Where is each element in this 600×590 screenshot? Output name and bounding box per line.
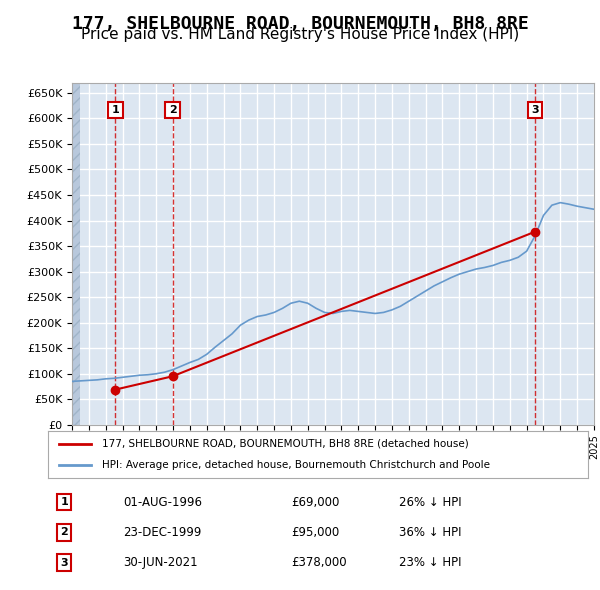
Text: 3: 3 xyxy=(61,558,68,568)
Bar xyxy=(72,83,80,425)
Text: 23% ↓ HPI: 23% ↓ HPI xyxy=(399,556,461,569)
Text: £69,000: £69,000 xyxy=(291,496,340,509)
Text: 2: 2 xyxy=(61,527,68,537)
Text: 01-AUG-1996: 01-AUG-1996 xyxy=(124,496,203,509)
Text: HPI: Average price, detached house, Bournemouth Christchurch and Poole: HPI: Average price, detached house, Bour… xyxy=(102,460,490,470)
Text: 23-DEC-1999: 23-DEC-1999 xyxy=(124,526,202,539)
Text: 30-JUN-2021: 30-JUN-2021 xyxy=(124,556,198,569)
Text: 1: 1 xyxy=(112,105,119,115)
Text: 3: 3 xyxy=(531,105,539,115)
Text: 26% ↓ HPI: 26% ↓ HPI xyxy=(399,496,461,509)
Text: £95,000: £95,000 xyxy=(291,526,339,539)
Text: 1: 1 xyxy=(61,497,68,507)
Text: 36% ↓ HPI: 36% ↓ HPI xyxy=(399,526,461,539)
Text: 177, SHELBOURNE ROAD, BOURNEMOUTH, BH8 8RE (detached house): 177, SHELBOURNE ROAD, BOURNEMOUTH, BH8 8… xyxy=(102,439,469,449)
Text: 2: 2 xyxy=(169,105,176,115)
Text: £378,000: £378,000 xyxy=(291,556,347,569)
Text: Price paid vs. HM Land Registry's House Price Index (HPI): Price paid vs. HM Land Registry's House … xyxy=(81,27,519,41)
Text: 177, SHELBOURNE ROAD, BOURNEMOUTH, BH8 8RE: 177, SHELBOURNE ROAD, BOURNEMOUTH, BH8 8… xyxy=(71,15,529,33)
